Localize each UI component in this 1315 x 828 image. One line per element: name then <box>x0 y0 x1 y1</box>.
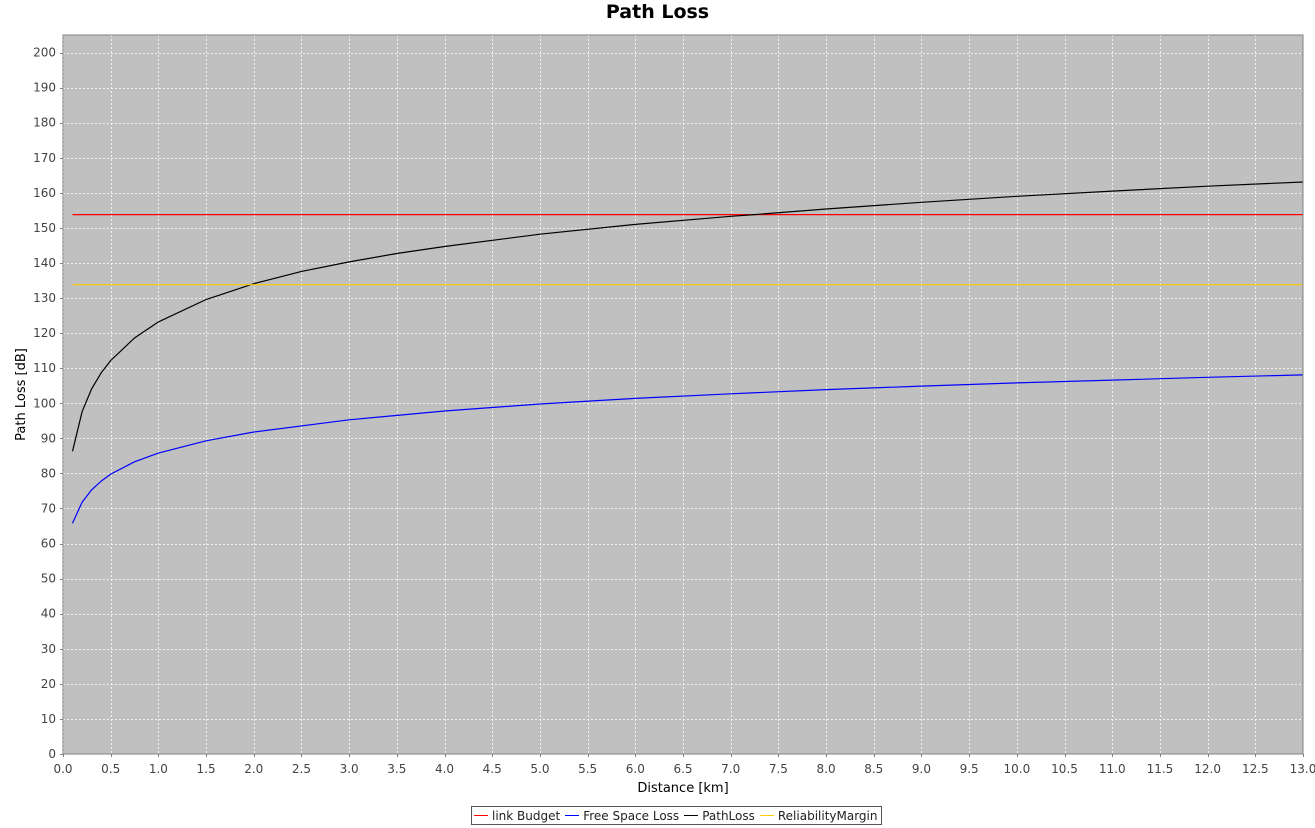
x-tick-label: 12.0 <box>1194 762 1221 776</box>
x-tick-label: 9.0 <box>912 762 931 776</box>
legend-label: PathLoss <box>702 808 755 823</box>
x-tick-label: 11.0 <box>1099 762 1126 776</box>
y-tick-label: 10 <box>41 712 56 726</box>
y-tick-label: 150 <box>33 221 56 235</box>
y-tick-label: 50 <box>41 572 56 586</box>
legend-item-pathloss: PathLoss <box>684 809 755 823</box>
legend-item-link-budget: link Budget <box>474 809 560 823</box>
series-line-pathloss <box>71 181 1304 452</box>
x-tick-label: 0.0 <box>53 762 72 776</box>
y-tick-label: 70 <box>41 501 56 515</box>
axes: 0.0 0.5 1.0 1.5 2.0 2.5 3.0 3.5 4.0 4.5 5.0 5.5 6.0 6… <box>33 46 1315 776</box>
y-tick-label: 200 <box>33 46 56 60</box>
plot-area <box>63 35 1303 754</box>
x-tick-label: 10.5 <box>1051 762 1078 776</box>
x-tick-label: 1.5 <box>197 762 216 776</box>
legend-swatch <box>474 815 488 816</box>
y-tick-label: 180 <box>33 116 56 130</box>
x-tick-label: 11.5 <box>1147 762 1174 776</box>
legend-item-reliability-margin: ReliabilityMargin <box>759 808 878 823</box>
x-tick-label: 4.5 <box>483 762 502 776</box>
x-tick-label: 12.5 <box>1242 762 1269 776</box>
x-tick-label: 2.5 <box>292 762 311 776</box>
y-tick-label: 90 <box>41 431 56 445</box>
legend-swatch <box>565 815 580 816</box>
x-tick-label: 0.5 <box>101 762 120 776</box>
x-tick-label: 13.0 <box>1290 762 1315 776</box>
legend-label: link Budget <box>492 808 561 823</box>
x-tick-label: 3.0 <box>340 762 359 776</box>
legend-label: ReliabilityMargin <box>777 808 878 823</box>
y-tick-label: 40 <box>41 607 56 621</box>
legend-item-free-space-loss: Free Space Loss <box>565 809 679 823</box>
series-lines <box>71 181 1304 524</box>
x-tick-label: 7.5 <box>769 762 788 776</box>
y-tick-label: 160 <box>33 186 56 200</box>
y-tick-label: 110 <box>33 361 56 375</box>
x-tick-label: 8.5 <box>864 762 883 776</box>
legend-swatch <box>684 815 699 816</box>
y-tick-label: 80 <box>41 466 56 480</box>
x-tick-label: 1.0 <box>149 762 168 776</box>
y-tick-label: 20 <box>41 677 56 691</box>
y-tick-label: 190 <box>33 81 56 95</box>
x-axis-label: Distance [km] <box>637 781 728 796</box>
y-tick-label: 60 <box>41 537 56 551</box>
legend-swatch <box>759 815 774 816</box>
series-line-free-space-loss <box>71 374 1304 524</box>
x-tick-label: 4.0 <box>435 762 454 776</box>
grid-lines <box>63 35 1304 755</box>
x-tick-label: 10.0 <box>1003 762 1030 776</box>
y-tick-label: 130 <box>33 291 56 305</box>
x-tick-label: 8.0 <box>817 762 836 776</box>
y-tick-label: 120 <box>33 326 56 340</box>
x-tick-label: 6.5 <box>673 762 692 776</box>
y-tick-label: 170 <box>33 151 56 165</box>
y-axis-label: Path Loss [dB] <box>14 348 29 441</box>
legend-label: Free Space Loss <box>583 808 680 823</box>
y-tick-label: 0 <box>48 747 56 761</box>
y-tick-label: 140 <box>33 256 56 270</box>
x-tick-label: 3.5 <box>387 762 406 776</box>
legend: link Budget Free Space Loss PathLoss Rel… <box>471 806 882 825</box>
y-tick-label: 30 <box>41 642 56 656</box>
x-tick-label: 6.0 <box>626 762 645 776</box>
x-tick-label: 5.5 <box>578 762 597 776</box>
chart-title: Path Loss <box>605 1 710 23</box>
x-tick-label: 7.0 <box>721 762 740 776</box>
x-tick-label: 2.0 <box>244 762 263 776</box>
x-tick-label: 5.0 <box>530 762 549 776</box>
x-tick-label: 9.5 <box>960 762 979 776</box>
y-tick-label: 100 <box>33 396 56 410</box>
